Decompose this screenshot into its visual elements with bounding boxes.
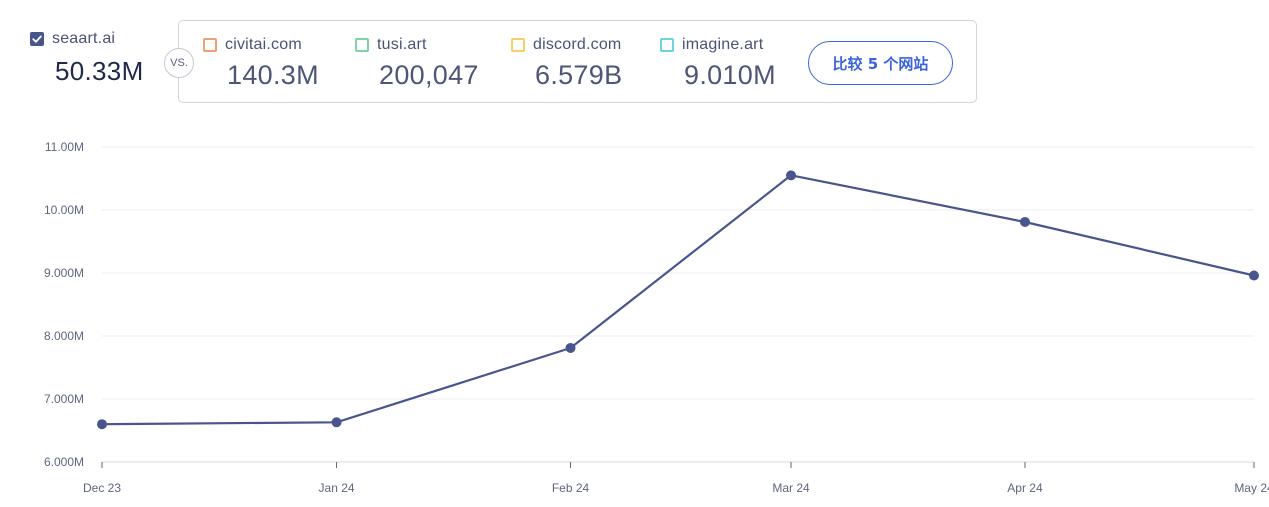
data-point <box>97 419 107 430</box>
x-tick-label: Mar 24 <box>772 481 810 495</box>
comparison-site-name: civitai.com <box>225 36 302 53</box>
y-tick-label: 11.00M <box>45 140 84 154</box>
y-tick-label: 8.000M <box>44 329 84 343</box>
comparison-site-name: discord.com <box>533 36 622 53</box>
data-point <box>565 342 576 353</box>
data-point <box>786 170 797 181</box>
comparison-site-value: 6.579B <box>535 60 623 90</box>
comparison-site-civitai: civitai.com 140.3M <box>203 36 319 91</box>
comparison-site-tusi: tusi.art 200,047 <box>355 36 479 91</box>
primary-site: seaart.ai 50.33M <box>30 30 144 87</box>
primary-site-checkbox[interactable] <box>30 32 44 46</box>
compare-sites-button[interactable]: 比较 5 个网站 <box>808 41 953 85</box>
comparison-site-value: 140.3M <box>227 60 319 90</box>
y-tick-label: 7.000M <box>44 392 84 406</box>
vs-badge: VS. <box>164 48 194 78</box>
checkmark-icon <box>30 32 44 46</box>
data-point <box>1249 270 1259 281</box>
primary-site-header: seaart.ai <box>30 30 144 48</box>
y-tick-label: 9.000M <box>44 266 84 280</box>
comparison-site-discord: discord.com 6.579B <box>511 36 622 91</box>
series-line <box>101 174 1255 426</box>
comparison-checkbox[interactable] <box>511 38 525 52</box>
primary-site-name: seaart.ai <box>52 30 116 47</box>
y-tick-label: 10.00M <box>44 203 84 217</box>
comparison-checkbox[interactable] <box>203 38 217 52</box>
x-tick-label: Feb 24 <box>552 481 590 495</box>
comparison-site-value: 200,047 <box>379 60 479 90</box>
x-tick-label: Apr 24 <box>1007 481 1043 495</box>
data-point <box>1019 216 1030 227</box>
comparison-checkbox[interactable] <box>355 38 369 52</box>
x-tick-label: Dec 23 <box>83 481 121 495</box>
primary-site-value: 50.33M <box>55 56 144 86</box>
comparison-site-name: imagine.art <box>682 36 764 53</box>
x-tick-label: Jan 24 <box>319 481 355 495</box>
comparison-site-imagine: imagine.art 9.010M <box>660 36 776 91</box>
comparison-site-name: tusi.art <box>377 36 427 53</box>
comparison-site-value: 9.010M <box>684 60 776 90</box>
y-tick-label: 6.000M <box>44 455 84 469</box>
comparison-checkbox[interactable] <box>660 38 674 52</box>
traffic-line-chart: 6.000M 7.000M 8.000M 9.000M 10.00M 11.00M Dec … <box>44 140 1269 495</box>
x-tick-label: May 24 <box>1234 481 1269 495</box>
data-point <box>331 417 342 428</box>
